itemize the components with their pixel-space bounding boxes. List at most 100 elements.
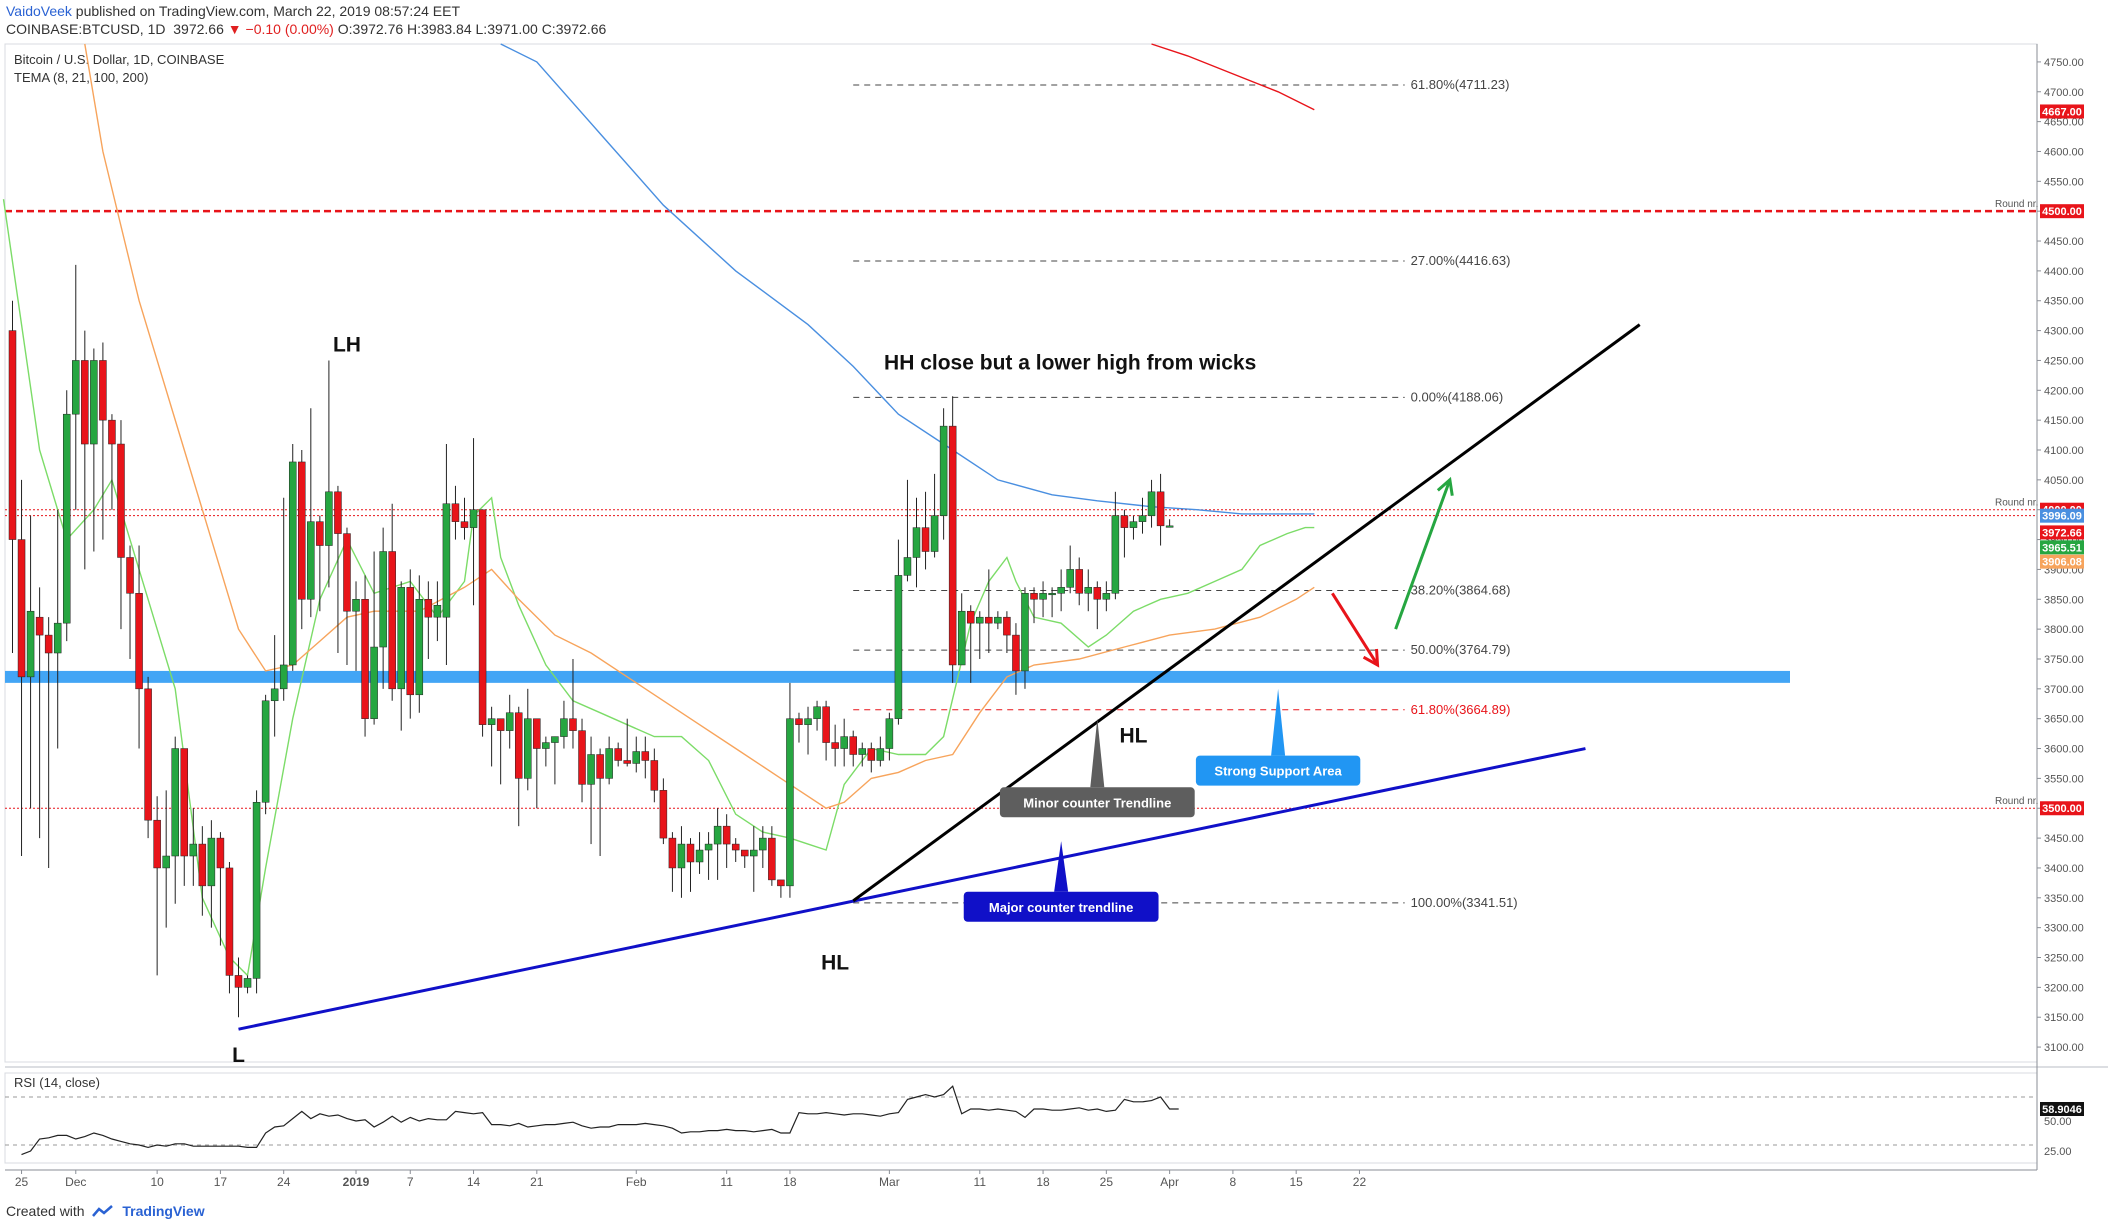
candle (81, 360, 89, 445)
candle (1165, 525, 1174, 528)
candle (99, 360, 107, 421)
candle (695, 849, 704, 863)
y-tick-label: 3100.00 (2044, 1042, 2084, 1054)
projection-arrow (1331, 592, 1379, 666)
candle (596, 754, 604, 779)
publish-info: VaidoVeek published on TradingView.com, … (6, 3, 460, 19)
price-tag (2040, 525, 2084, 540)
candle (135, 593, 143, 690)
x-tick-label: 25 (15, 1175, 29, 1189)
candle (985, 616, 993, 624)
candle (569, 718, 577, 731)
candle (939, 425, 948, 516)
y-tick-label: 4100.00 (2044, 445, 2084, 457)
candle (17, 539, 26, 678)
candle (740, 849, 749, 857)
callout-pointer (1090, 718, 1105, 788)
callout-box (999, 787, 1195, 818)
candle (804, 718, 812, 725)
candle (8, 330, 17, 540)
candle (966, 610, 975, 624)
candle (216, 837, 225, 869)
callout-box (963, 891, 1159, 922)
round-number-label: Round nr. (1995, 796, 2038, 807)
price-tag-label: 4667.00 (2042, 106, 2082, 118)
candle (35, 616, 44, 636)
candle (270, 688, 279, 702)
candle (415, 599, 424, 696)
x-tick-label: 18 (1036, 1175, 1050, 1189)
candle (867, 748, 876, 761)
footer: Created with TradingView (6, 1203, 205, 1219)
candle (1120, 515, 1129, 528)
y-tick-label: 4050.00 (2044, 475, 2084, 487)
candle (759, 837, 767, 851)
candle (578, 730, 586, 785)
price-tag-label: 3996.09 (2042, 511, 2082, 523)
candle (72, 360, 80, 415)
candle (731, 843, 740, 851)
ohlc-values: O:3972.76 H:3983.84 L:3971.00 C:3972.66 (337, 21, 607, 37)
candle (343, 533, 351, 612)
candle (1021, 593, 1029, 672)
round-number-label: Round nr. (1995, 199, 2038, 210)
candle (641, 751, 650, 761)
fib-level-label: 61.80%(3664.89) (1411, 702, 1511, 717)
y-tick-label: 4350.00 (2044, 296, 2084, 308)
callout-pointer (1054, 841, 1069, 892)
candle (243, 978, 252, 988)
y-tick-label: 4600.00 (2044, 146, 2084, 158)
candle (713, 825, 722, 845)
candle (234, 975, 243, 988)
candle (325, 491, 333, 546)
x-tick-label: 21 (530, 1175, 544, 1189)
candle (948, 425, 957, 666)
y-tick-label: 4650.00 (2044, 117, 2084, 129)
candle (1102, 593, 1111, 600)
candle (930, 515, 939, 552)
candle (53, 622, 62, 654)
rsi-value-label: 58.9046 (2042, 1104, 2082, 1116)
x-tick-label: 25 (1100, 1175, 1114, 1189)
candle (1129, 521, 1138, 528)
candle (704, 843, 713, 851)
candle (90, 360, 98, 445)
fib-level-label: 50.00%(3764.79) (1411, 642, 1511, 657)
candle (352, 599, 360, 612)
author-link[interactable]: VaidoVeek (6, 3, 72, 19)
candle (478, 509, 487, 725)
callout-label: Minor counter Trendline (1023, 795, 1171, 810)
y-tick-label: 3700.00 (2044, 684, 2084, 696)
candle (487, 718, 496, 725)
candle (1003, 616, 1011, 636)
candle (768, 837, 776, 881)
trendline-major (238, 747, 1586, 1031)
candle (912, 527, 921, 558)
candle (994, 616, 1002, 624)
y-tick-label: 4150.00 (2044, 415, 2084, 427)
tradingview-link[interactable]: TradingView (122, 1203, 205, 1219)
candle (144, 688, 152, 821)
rsi-line (21, 1085, 1179, 1156)
y-tick-label: 3450.00 (2044, 833, 2084, 845)
y-tick-label: 4750.00 (2044, 57, 2084, 69)
candle (795, 718, 803, 725)
last-price: 3972.66 (173, 21, 224, 37)
candle (162, 855, 170, 869)
candle (307, 521, 315, 600)
candle (469, 509, 478, 528)
x-tick-label: 15 (1290, 1175, 1304, 1189)
price-tag-label: 3500.00 (2042, 803, 2082, 815)
candle (252, 802, 261, 979)
x-tick-label: Dec (65, 1175, 86, 1189)
candle (316, 521, 324, 546)
price-tag-label: 3906.08 (2042, 557, 2082, 569)
candle (876, 748, 885, 761)
chart-annotation: LH (333, 333, 361, 356)
candle (677, 843, 686, 869)
candle (379, 551, 387, 648)
candle (406, 587, 415, 696)
y-tick-label: 3650.00 (2044, 714, 2084, 726)
candle (921, 527, 930, 552)
